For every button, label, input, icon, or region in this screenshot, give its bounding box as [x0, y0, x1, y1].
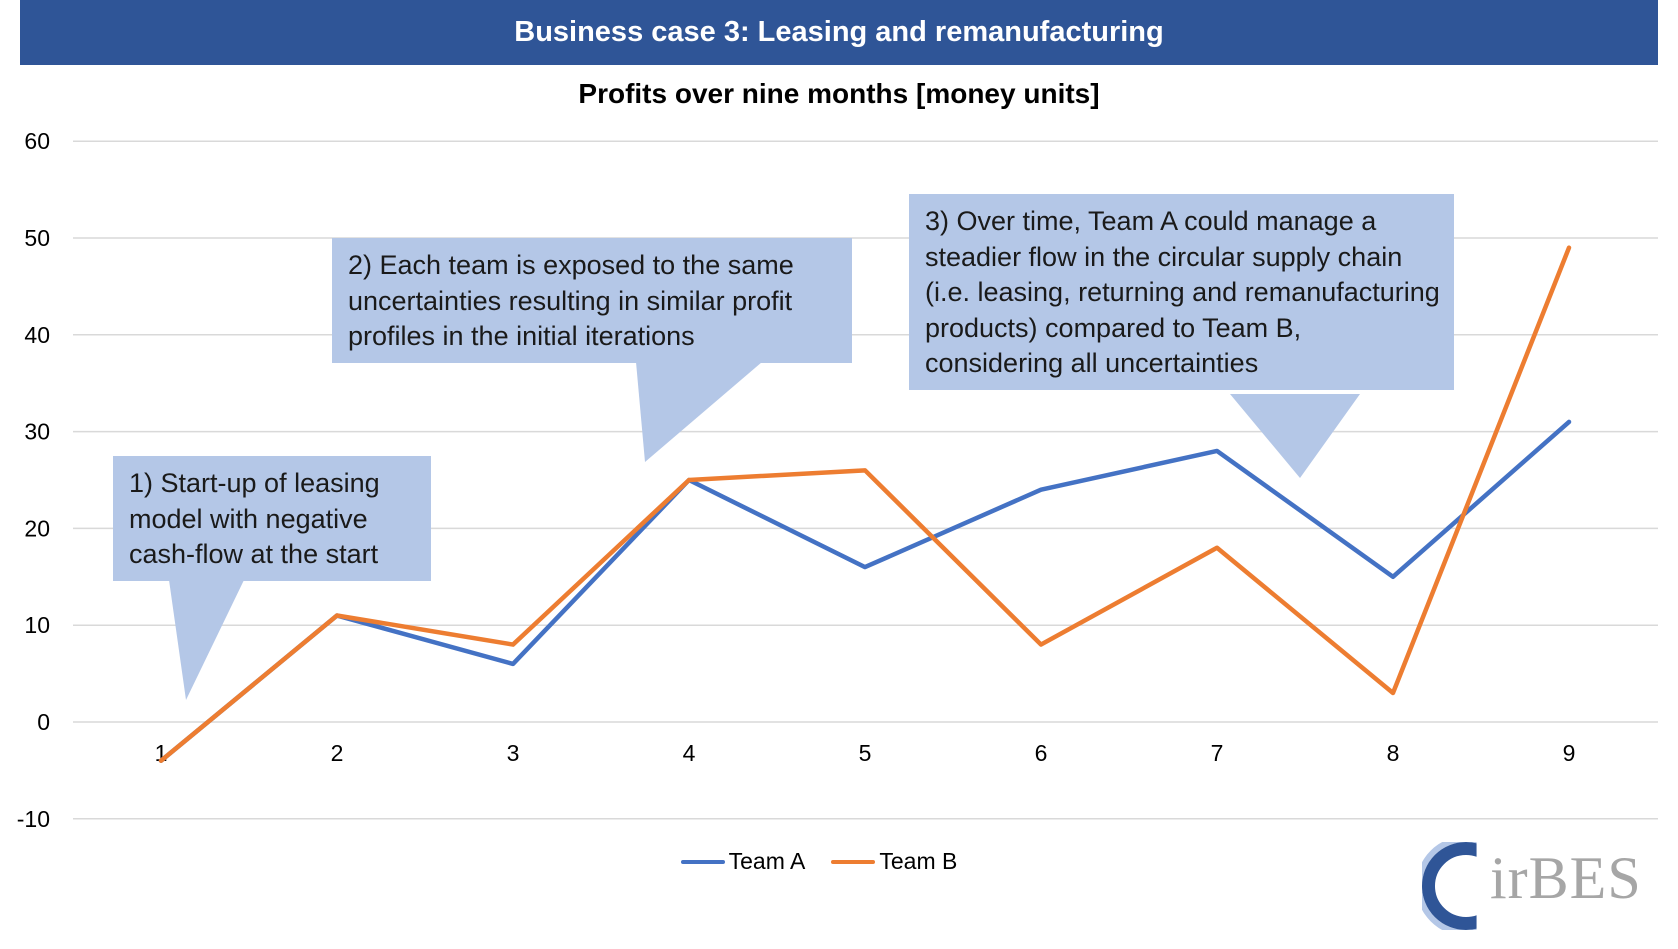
x-tick-label: 5	[859, 740, 872, 766]
callout-2-pointer	[636, 362, 762, 462]
callout-3-pointer	[1230, 394, 1360, 478]
y-tick-label: 10	[24, 612, 50, 638]
banner-title: Business case 3: Leasing and remanufactu…	[514, 16, 1164, 48]
callout-2: 2) Each team is exposed to the same unce…	[332, 238, 852, 363]
legend-item-team-a: Team A	[680, 848, 806, 875]
x-tick-label: 9	[1563, 740, 1576, 766]
legend-label-team-b: Team B	[879, 848, 958, 874]
logo-text: irBES	[1490, 845, 1642, 911]
y-tick-label: 40	[24, 322, 50, 348]
legend-item-team-b: Team B	[831, 848, 957, 875]
chart-title: Profits over nine months [money units]	[578, 78, 1100, 109]
x-tick-label: 3	[507, 740, 520, 766]
y-tick-label: 0	[37, 709, 50, 735]
title-banner: Business case 3: Leasing and remanufactu…	[20, 0, 1658, 65]
y-tick-label: 20	[24, 515, 50, 541]
y-tick-label: 60	[24, 128, 50, 154]
legend-swatch-team-a	[680, 859, 725, 864]
x-tick-label: 6	[1035, 740, 1048, 766]
chart-legend: Team A Team B	[0, 848, 1658, 875]
callout-1-pointer	[169, 580, 244, 700]
callout-1: 1) Start-up of leasing model with negati…	[113, 456, 431, 581]
y-tick-label: 50	[24, 225, 50, 251]
y-tick-label: 30	[24, 419, 50, 445]
legend-label-team-a: Team A	[728, 848, 806, 874]
legend-swatch-team-b	[831, 859, 876, 864]
y-tick-label: -10	[17, 806, 50, 832]
x-tick-label: 8	[1387, 740, 1400, 766]
callout-3: 3) Over time, Team A could manage a stea…	[909, 194, 1454, 390]
x-tick-label: 2	[331, 740, 344, 766]
x-tick-label: 4	[683, 740, 696, 766]
x-tick-label: 7	[1211, 740, 1224, 766]
cirbes-logo: irBES	[1418, 836, 1668, 936]
